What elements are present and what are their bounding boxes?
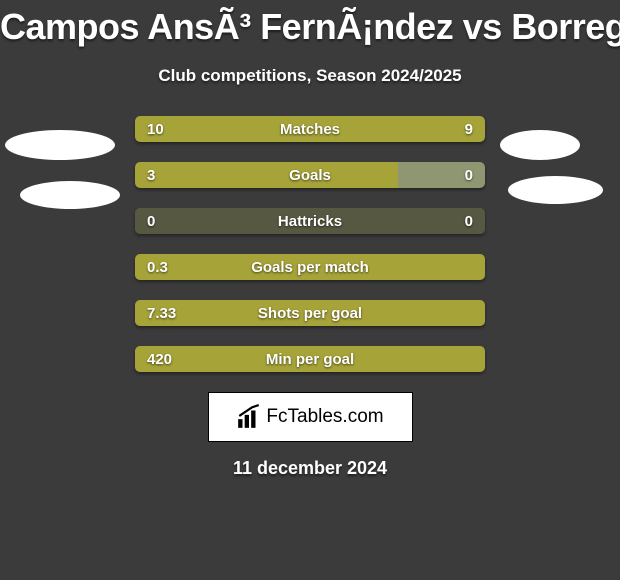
stat-row: 0.3Goals per match xyxy=(135,254,485,280)
logo-box: FcTables.com xyxy=(208,392,413,442)
comparison-subtitle: Club competitions, Season 2024/2025 xyxy=(0,66,620,86)
content-area: 10Matches93Goals00Hattricks00.3Goals per… xyxy=(0,116,620,479)
stat-right-value: 9 xyxy=(465,116,473,142)
comparison-title: Campos AnsÃ³ FernÃ¡ndez vs Borrego Isabe… xyxy=(0,0,620,48)
player-oval xyxy=(5,130,115,160)
logo-text: FcTables.com xyxy=(266,406,383,428)
stat-label: Matches xyxy=(135,116,485,142)
stat-row: 420Min per goal xyxy=(135,346,485,372)
comparison-date: 11 december 2024 xyxy=(0,458,620,479)
stat-label: Goals xyxy=(135,162,485,188)
chart-icon xyxy=(236,404,262,430)
stat-row: 7.33Shots per goal xyxy=(135,300,485,326)
stat-bars: 10Matches93Goals00Hattricks00.3Goals per… xyxy=(135,116,485,372)
stat-label: Goals per match xyxy=(135,254,485,280)
player-oval xyxy=(20,181,120,209)
stat-right-value: 0 xyxy=(465,162,473,188)
stat-right-value: 0 xyxy=(465,208,473,234)
stat-label: Shots per goal xyxy=(135,300,485,326)
stat-label: Hattricks xyxy=(135,208,485,234)
player-oval xyxy=(500,130,580,160)
stat-row: 10Matches9 xyxy=(135,116,485,142)
stat-row: 0Hattricks0 xyxy=(135,208,485,234)
player-oval xyxy=(508,176,603,204)
stat-label: Min per goal xyxy=(135,346,485,372)
stat-row: 3Goals0 xyxy=(135,162,485,188)
